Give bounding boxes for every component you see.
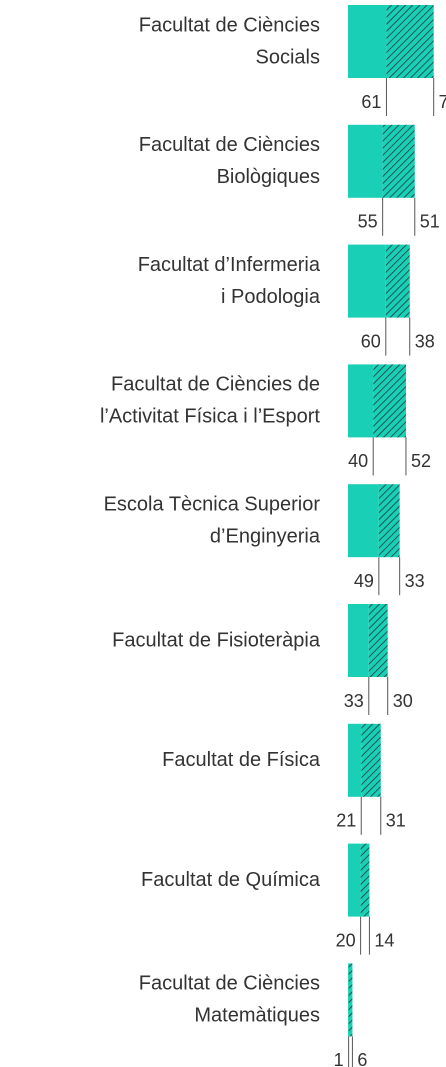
category-label: i Podologia xyxy=(221,286,321,308)
bar-segment xyxy=(348,843,361,917)
value-label: 6 xyxy=(357,1050,367,1067)
value-label: 61 xyxy=(361,92,381,112)
value-label: 14 xyxy=(374,930,394,950)
category-label: Facultat de Ciències xyxy=(139,973,320,995)
bar-segment xyxy=(348,364,374,438)
category-label: Matemàtiques xyxy=(194,1005,320,1027)
value-label: 55 xyxy=(358,212,378,232)
value-label: 20 xyxy=(336,930,356,950)
bar-segment xyxy=(348,604,369,677)
bar-segment xyxy=(348,484,379,558)
category-label: Escola Tècnica Superior xyxy=(104,493,321,515)
bar-segment xyxy=(348,5,387,78)
bar-segment xyxy=(382,124,415,198)
bar-segment xyxy=(348,963,353,1037)
bar-segment xyxy=(348,723,362,797)
value-label: 40 xyxy=(348,451,368,471)
value-label: 21 xyxy=(336,811,356,831)
category-label: Facultat d’Infermeria xyxy=(138,254,321,276)
bar-segment xyxy=(386,5,434,78)
category-label: Facultat de Fisioteràpia xyxy=(112,629,321,651)
category-label: Facultat de Ciències de xyxy=(111,374,320,396)
category-label: Facultat de Química xyxy=(141,869,321,891)
bar-segment xyxy=(348,963,349,1037)
bar-segment xyxy=(348,244,386,318)
value-label: 60 xyxy=(361,331,381,351)
category-label: Facultat de Ciències xyxy=(139,134,320,156)
category-label: d’Enginyeria xyxy=(210,525,321,547)
category-label: l’Activitat Física i l’Esport xyxy=(100,406,320,428)
value-label: 30 xyxy=(393,691,413,711)
value-label: 49 xyxy=(354,571,374,591)
bar-segment xyxy=(368,604,388,677)
category-label: Facultat de Física xyxy=(162,749,321,771)
category-label: Biològiques xyxy=(217,166,320,188)
value-label: 52 xyxy=(411,451,431,471)
value-label: 33 xyxy=(344,691,364,711)
value-label: 51 xyxy=(420,212,440,232)
value-label: 38 xyxy=(415,331,435,351)
bar-segment xyxy=(360,843,370,917)
bar-segment xyxy=(348,124,383,198)
bar-segment xyxy=(378,484,400,558)
bar-segment xyxy=(385,244,410,318)
bar-segment xyxy=(361,723,381,797)
value-label: 75 xyxy=(439,92,446,112)
value-label: 31 xyxy=(386,811,406,831)
category-label: Facultat de Ciències xyxy=(139,14,320,36)
value-label: 1 xyxy=(334,1050,344,1067)
category-label: Socials xyxy=(256,46,320,68)
value-label: 33 xyxy=(405,571,425,591)
bar-segment xyxy=(373,364,406,438)
